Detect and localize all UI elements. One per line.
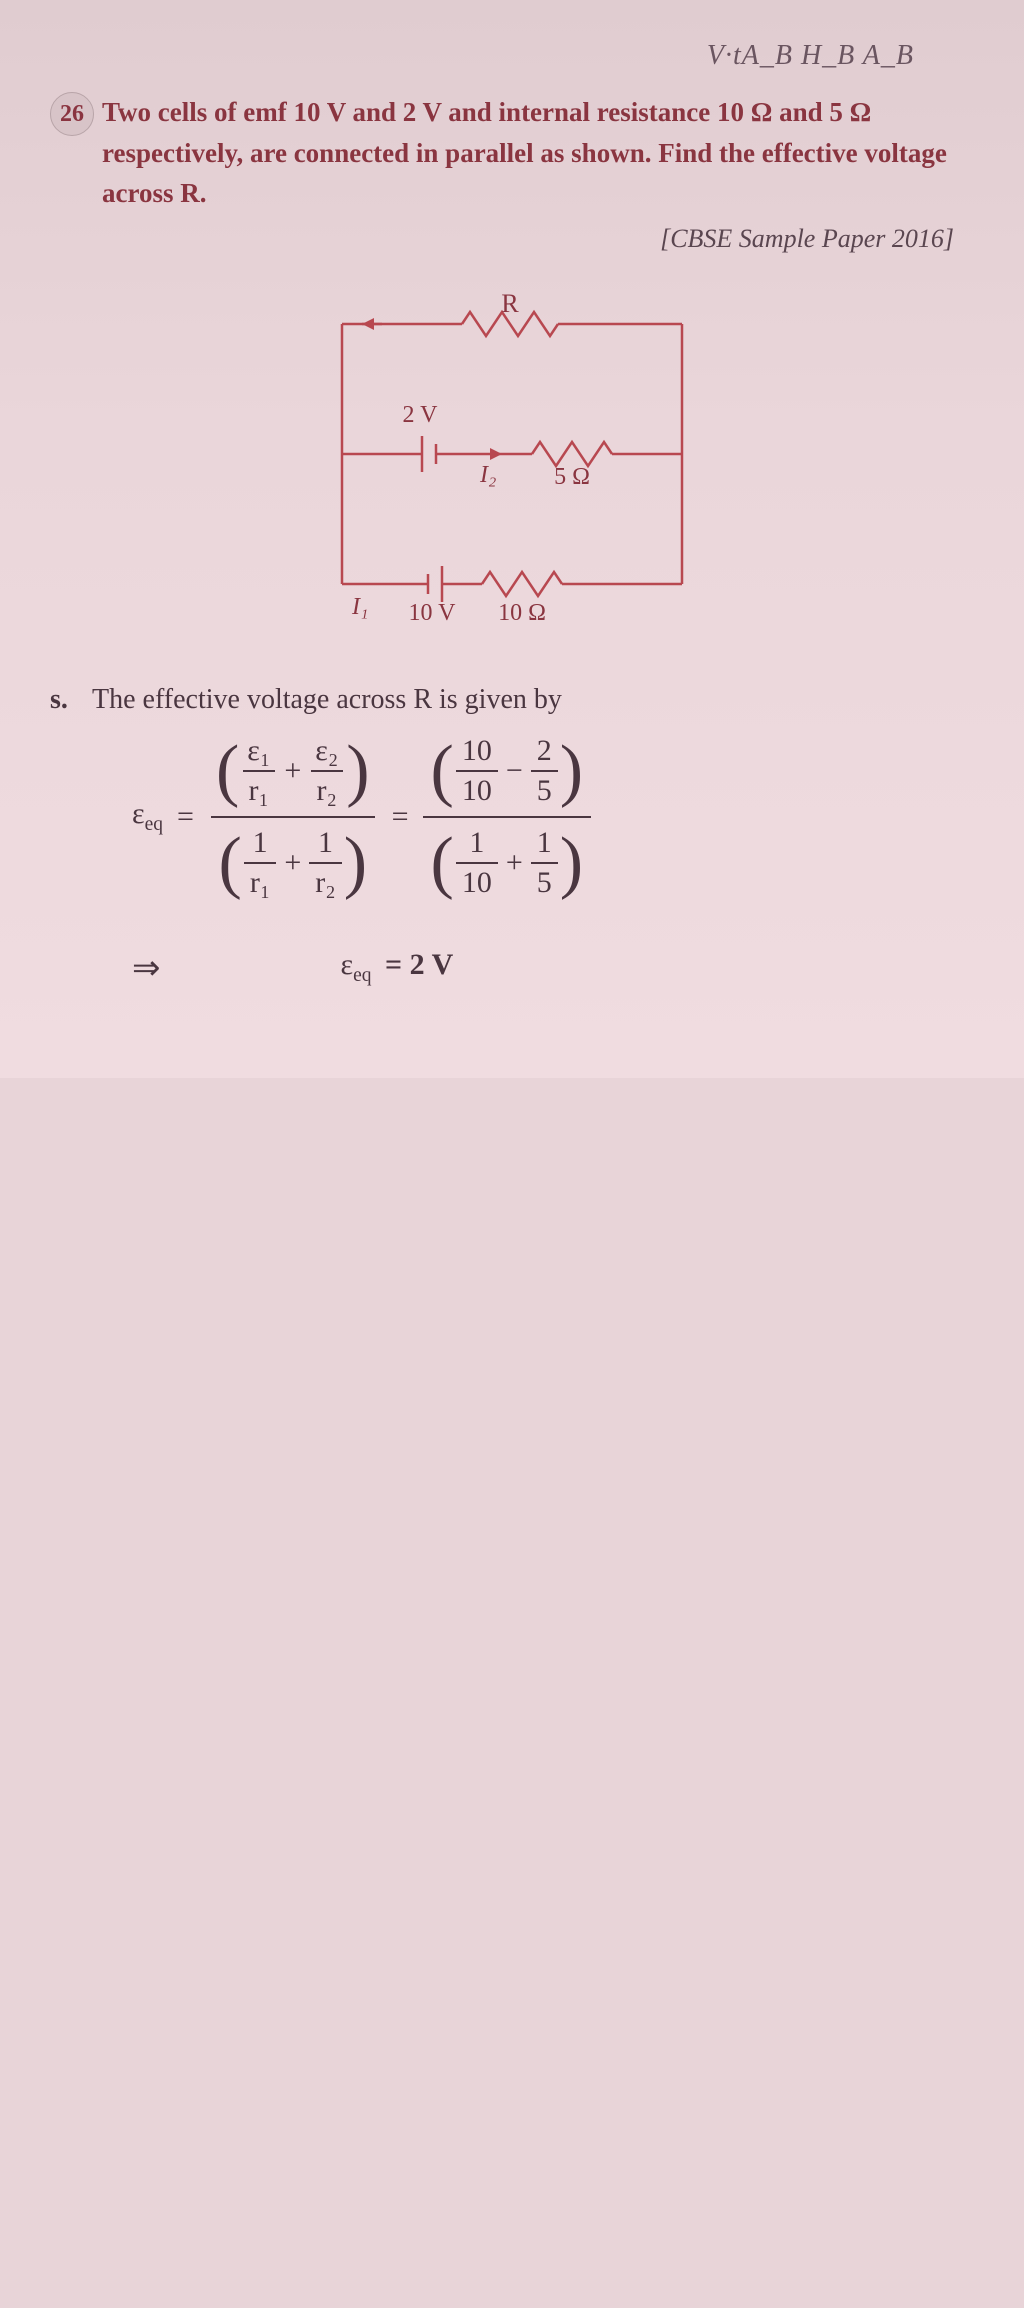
question-block: 26 Two cells of emf 10 V and 2 V and int… [50, 92, 974, 214]
question-number: 26 [50, 92, 94, 136]
label-I2: I₂ [479, 462, 496, 488]
fraction-symbolic: ε₁r₁ + ε₂r₂ 1r₁ + 1r₂ [208, 726, 378, 908]
label-10V: 10 V [409, 600, 457, 626]
fraction-numeric: 1010 − 25 110 + 15 [423, 726, 592, 908]
label-R: R [501, 289, 519, 318]
solution-block: s. The effective voltage across R is giv… [50, 684, 974, 988]
equals-2: = [392, 800, 409, 834]
label-2V: 2 V [403, 402, 439, 428]
eps-eq: εeq [132, 797, 163, 836]
header-fragment: V·tA_B H_B A_B [50, 40, 974, 72]
solution-marker: s. [50, 684, 80, 716]
result: εeq = 2 V [341, 948, 454, 987]
result-row: ⇒ εeq = 2 V [132, 948, 974, 988]
solution-body: The effective voltage across R is given … [92, 684, 974, 988]
equals-1: = [177, 800, 194, 834]
label-5ohm: 5 Ω [554, 464, 590, 490]
label-I1: I₁ [351, 594, 368, 620]
page: V·tA_B H_B A_B 26 Two cells of emf 10 V … [0, 0, 1024, 1078]
solution-lead: The effective voltage across R is given … [92, 684, 562, 715]
question-source: [CBSE Sample Paper 2016] [50, 224, 974, 254]
circuit-svg: R 2 V I₂ 5 Ω I₁ 10 V 10 Ω [302, 284, 722, 644]
circuit-diagram: R 2 V I₂ 5 Ω I₁ 10 V 10 Ω [50, 284, 974, 644]
implies-arrow: ⇒ [132, 948, 161, 988]
equation-row: εeq = ε₁r₁ + ε₂r₂ 1r₁ [132, 726, 974, 908]
label-10ohm: 10 Ω [498, 600, 546, 626]
question-text: Two cells of emf 10 V and 2 V and intern… [102, 92, 974, 214]
